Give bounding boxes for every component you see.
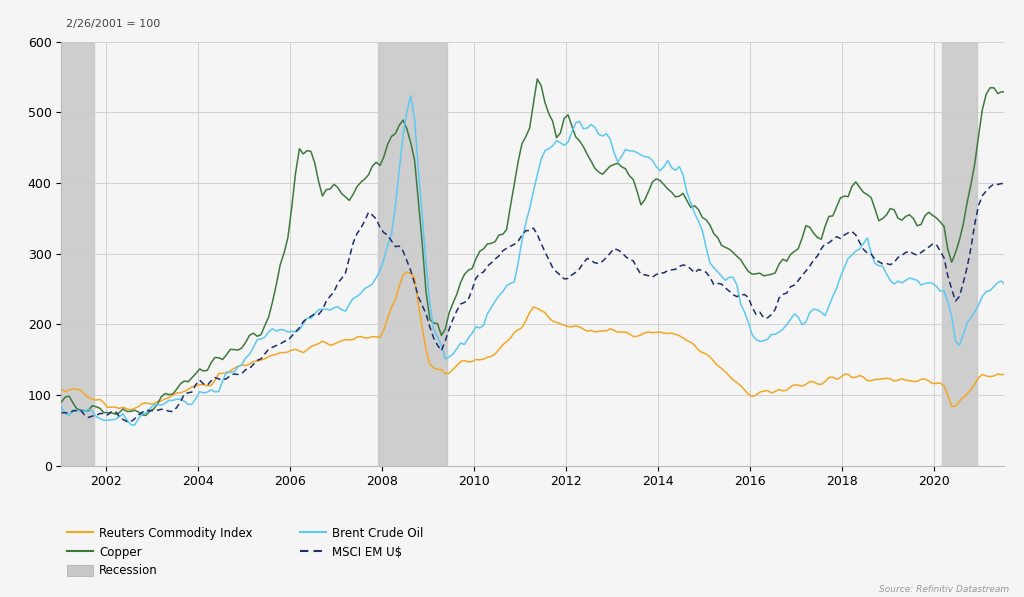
Text: Source: Refinitiv Datastream: Source: Refinitiv Datastream — [879, 585, 1009, 594]
Text: 2/26/2001 = 100: 2/26/2001 = 100 — [67, 19, 161, 29]
Legend: Reuters Commodity Index, Copper, Recession, Brent Crude Oil, MSCI EM U$: Reuters Commodity Index, Copper, Recessi… — [68, 527, 423, 577]
Bar — [942, 42, 977, 466]
Bar — [378, 42, 447, 466]
Bar — [59, 42, 94, 466]
